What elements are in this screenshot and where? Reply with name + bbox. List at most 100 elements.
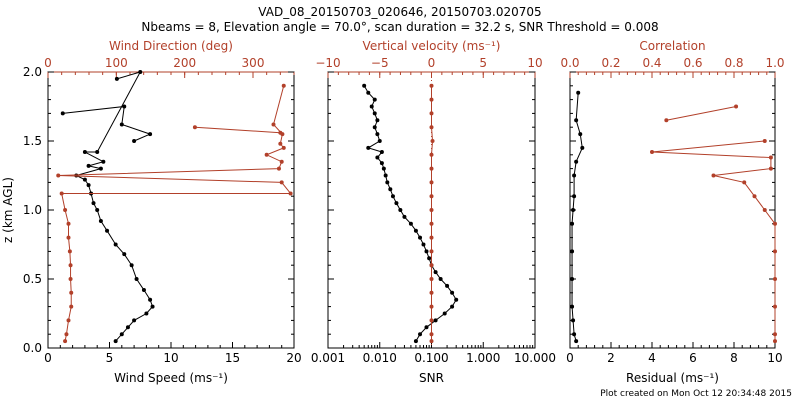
panel-3-series-2-point (773, 277, 777, 281)
panel-1-series-3-point (66, 221, 71, 226)
panel-2-series-1-point (366, 90, 371, 95)
panel-2-series-1-point (438, 277, 443, 281)
panel-1-series-3-point (69, 290, 74, 295)
panel-1-series-1-point (105, 228, 110, 233)
panel-3-series-1-point (570, 221, 575, 226)
panel-2-series-1-point (383, 173, 388, 178)
panel-1-series-3-point (59, 191, 64, 196)
panel-1-series-3-point (67, 249, 72, 254)
panel-2-series-1-point (445, 283, 450, 288)
panel-1-series-1-point (129, 263, 134, 268)
panel-3-top-tick-label: 0.2 (601, 56, 620, 70)
panel-1-series-3-point (281, 83, 286, 88)
panel-3-series-1-point (572, 173, 577, 178)
panel-2-series-1-point (385, 180, 390, 185)
panel-1-series-1-line (74, 71, 154, 342)
panel-3-series-1-point (570, 277, 575, 281)
panel-3-series-2-point (773, 339, 777, 344)
panel-1-series-1-point (95, 150, 100, 155)
panel-2-series-1-point (375, 118, 380, 123)
panel-1-series-1-point (114, 76, 119, 81)
panel-3-series-2-point (773, 332, 777, 337)
panel-1-x-axis-label: Wind Speed (ms⁻¹) (114, 371, 228, 385)
panel-2-top-tick-label: −10 (315, 56, 340, 70)
panel-3-x-axis-label: Residual (ms⁻¹) (626, 371, 719, 385)
panel-1-series-3-line (58, 85, 292, 342)
figure-title: VAD_08_20150703_020646, 20150703.020705 (258, 5, 541, 19)
panel-2-series-1-point (454, 297, 459, 302)
panel-3-series-2-point (768, 166, 773, 171)
panel-2-top-tick-label: 10 (527, 56, 542, 70)
panel-2-series-2-point (429, 152, 434, 157)
panel-1-frame (47, 71, 295, 349)
panel-3-series-3-point (734, 104, 739, 109)
panel-1-series-3-point (281, 145, 286, 150)
panel-2-series-1-point (427, 256, 432, 261)
panel-3-series-2-point (762, 208, 767, 212)
panel-2-series-1-point (424, 325, 429, 330)
panel-2-series-1-point (450, 290, 455, 295)
panel-3-series-2-point (762, 139, 767, 143)
panel-2-series-1-point (433, 318, 438, 323)
panel-1-series-1-point (150, 304, 155, 309)
y-tick-label: 1.5 (23, 134, 42, 148)
panel-1-bottom-tick-label: 20 (286, 351, 301, 365)
panel-2-series-1-point (372, 111, 377, 116)
panel-2-bottom-tick-label: 0.001 (311, 351, 345, 365)
panel-2-series-1-point (372, 125, 377, 130)
panel-1-series-2-point (119, 122, 124, 127)
panel-2-series-2-point (429, 97, 434, 102)
panel-3-top-tick-label: 1.0 (765, 56, 784, 70)
y-tick-label: 0.0 (23, 341, 42, 355)
y-tick-label: 1.0 (23, 203, 42, 217)
panel-2-series-1-point (366, 145, 371, 150)
panel-1-series-4-point (278, 130, 283, 135)
panel-3-bottom-tick-label: 4 (648, 351, 656, 365)
panel-2-series-1-point (381, 166, 386, 171)
panel-2-series-1-point (379, 161, 384, 166)
panel-3-series-1-point (570, 249, 575, 254)
panel-2-top-axis-label: Vertical velocity (ms⁻¹) (363, 39, 501, 53)
plot-created-footer: Plot created on Mon Oct 12 20:34:48 2015 (600, 389, 792, 399)
panel-1-series-3-point (63, 208, 68, 212)
panel-1-series-1-point (86, 163, 91, 168)
panel-1-series-1-point (82, 177, 87, 182)
panel-1-top-tick-label: 200 (173, 56, 196, 70)
panel-1-series-3-point (66, 318, 71, 323)
panel-2-series-1-point (398, 208, 403, 212)
panel-2-series-2-point (429, 166, 434, 171)
panel-1-series-1-point (113, 339, 118, 344)
panel-3-series-2-point (711, 173, 716, 178)
panel-3-series-1-point (574, 339, 579, 344)
panel-2-series-2-point (429, 111, 434, 116)
panel-1-series-1-point (144, 311, 149, 316)
panel-2-series-1-point (388, 187, 393, 192)
panel-3-top-axis-label: Correlation (639, 39, 705, 53)
panel-1-bottom-tick-label: 15 (225, 351, 240, 365)
panel-2-series-1-point (418, 235, 423, 240)
panel-2-series-2-point (429, 180, 434, 185)
panel-1-series-2-point (60, 111, 65, 116)
panel-1-series-2-point (122, 104, 127, 109)
panel-1-series-1-point (113, 242, 118, 247)
panel-1-top-tick-label: 300 (242, 56, 265, 70)
y-tick-label: 2.0 (23, 65, 42, 79)
panel-1-series-3-point (279, 159, 284, 164)
panel-3-series-2-point (752, 194, 757, 199)
panel-2-top-tick-label: 5 (479, 56, 487, 70)
panel-3-top-tick-label: 0.8 (724, 56, 743, 70)
panel-1-series-3-point (68, 277, 73, 281)
panel-2-series-2-point (429, 83, 434, 88)
panel-1-series-3-point (63, 339, 68, 344)
panel-1-series-3-point (278, 141, 283, 146)
panel-2-series-1-point (394, 201, 399, 206)
panel-2-series-1-point (390, 194, 395, 199)
panel-2-series-1-point (402, 214, 407, 219)
panel-2-series-2-point (429, 290, 434, 295)
panel-1-series-4-line (194, 126, 281, 134)
panel-1-series-3-point (288, 191, 293, 196)
panel-1-series-1-point (86, 183, 91, 188)
panel-2-series-1-point (375, 132, 380, 137)
panel-1-series-1-point (98, 219, 103, 224)
panel-3-frame (569, 71, 776, 349)
